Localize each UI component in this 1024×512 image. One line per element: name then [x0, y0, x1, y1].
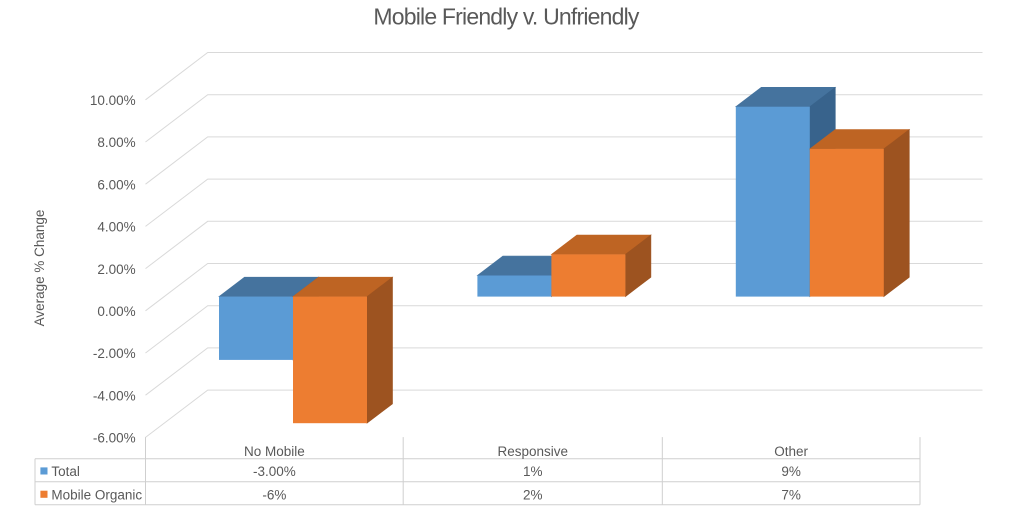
- svg-text:0.00%: 0.00%: [97, 304, 135, 319]
- svg-text:Mobile Organic: Mobile Organic: [51, 487, 142, 502]
- svg-text:7%: 7%: [781, 487, 801, 502]
- svg-text:-3.00%: -3.00%: [253, 464, 296, 479]
- svg-text:1%: 1%: [523, 464, 543, 479]
- svg-text:-6%: -6%: [262, 487, 286, 502]
- svg-text:Responsive: Responsive: [498, 444, 569, 459]
- svg-text:2.00%: 2.00%: [97, 262, 135, 277]
- svg-text:-4.00%: -4.00%: [93, 388, 136, 403]
- svg-text:No Mobile: No Mobile: [244, 444, 305, 459]
- svg-text:10.00%: 10.00%: [90, 93, 136, 108]
- svg-text:-6.00%: -6.00%: [93, 431, 136, 446]
- svg-text:2%: 2%: [523, 487, 543, 502]
- svg-text:Total: Total: [51, 464, 80, 479]
- svg-text:Average % Change: Average % Change: [32, 210, 47, 327]
- svg-text:8.00%: 8.00%: [97, 135, 135, 150]
- svg-text:4.00%: 4.00%: [97, 220, 135, 235]
- svg-text:6.00%: 6.00%: [97, 177, 135, 192]
- svg-text:Other: Other: [774, 444, 808, 459]
- svg-text:Mobile Friendly v. Unfriendly: Mobile Friendly v. Unfriendly: [373, 4, 640, 30]
- svg-text:9%: 9%: [781, 464, 801, 479]
- svg-text:-2.00%: -2.00%: [93, 346, 136, 361]
